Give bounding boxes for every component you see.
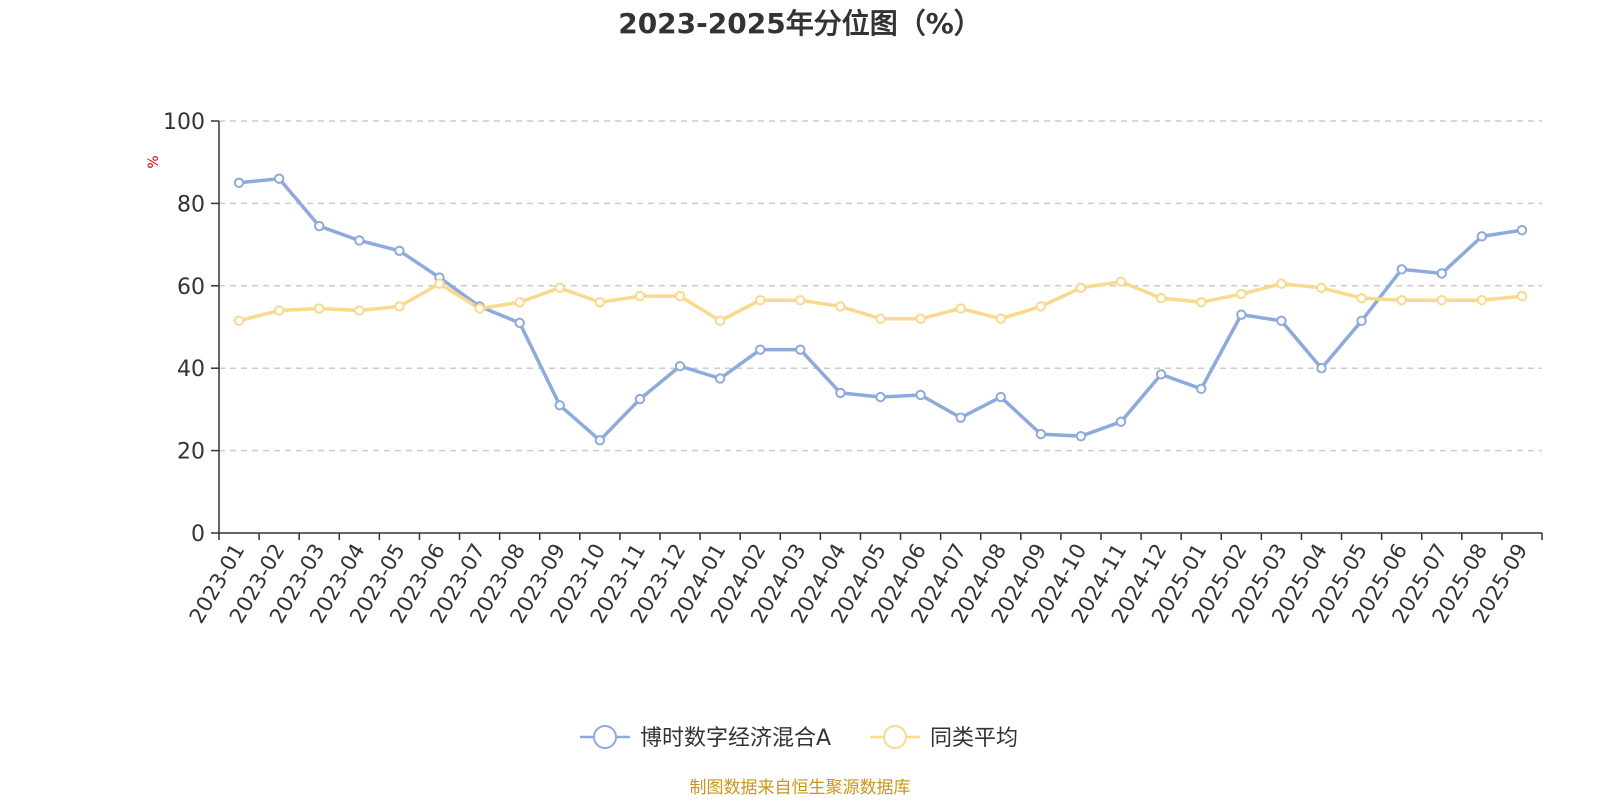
data-point <box>1075 430 1087 442</box>
data-point <box>273 173 285 184</box>
data-point <box>394 301 405 312</box>
data-point <box>1196 383 1207 394</box>
data-point <box>915 313 926 324</box>
x-axis-ticks: 2023-012023-022023-032023-042023-052023-… <box>185 533 1543 627</box>
data-point <box>1316 282 1327 294</box>
data-point <box>514 297 525 308</box>
data-point <box>554 400 565 411</box>
data-point <box>594 297 606 308</box>
data-point <box>995 391 1006 403</box>
legend-item-1[interactable]: 同类平均 <box>870 725 1018 751</box>
data-point <box>875 391 886 403</box>
data-point <box>1396 264 1407 275</box>
y-tick-label: 80 <box>177 192 205 217</box>
data-point <box>554 282 565 294</box>
data-point <box>1396 295 1407 306</box>
data-point <box>233 177 245 189</box>
series-lines <box>233 173 1528 446</box>
data-point <box>233 315 245 327</box>
data-point <box>1236 309 1247 320</box>
y-tick-label: 60 <box>177 275 205 300</box>
data-point <box>354 305 365 316</box>
data-point <box>1035 301 1047 312</box>
data-point <box>1516 224 1528 236</box>
y-tick-label: 0 <box>191 522 205 547</box>
data-point <box>1516 290 1528 302</box>
data-point <box>1436 268 1447 279</box>
data-point <box>1075 282 1087 294</box>
data-point <box>1115 416 1127 427</box>
data-point <box>1276 315 1287 327</box>
data-point <box>875 313 886 324</box>
y-axis-ticks: 0 20 40 60 80 100 <box>163 110 219 547</box>
y-tick-label: 100 <box>163 110 205 135</box>
data-point <box>1236 288 1247 300</box>
data-point <box>1155 292 1167 304</box>
legend-swatch-marker <box>593 725 617 749</box>
data-point <box>1155 369 1167 380</box>
y-tick-label: 20 <box>177 440 205 465</box>
data-point <box>674 290 686 302</box>
data-point <box>354 235 365 246</box>
data-point <box>434 278 445 289</box>
data-point <box>755 344 766 355</box>
data-point <box>1436 295 1447 306</box>
data-point <box>1276 278 1287 289</box>
data-point <box>795 344 806 355</box>
data-point <box>995 313 1006 324</box>
data-point <box>1356 292 1367 304</box>
data-point <box>1316 363 1327 374</box>
data-point <box>514 317 525 329</box>
y-axis-unit: % <box>146 155 162 168</box>
legend-swatch-marker <box>883 725 907 749</box>
data-point <box>594 435 606 446</box>
data-point <box>314 220 325 232</box>
data-point <box>1115 276 1127 287</box>
data-point <box>1035 428 1047 440</box>
data-point <box>1476 295 1488 306</box>
data-point <box>474 303 485 314</box>
data-point <box>674 360 686 372</box>
source-note: 制图数据来自恒生聚源数据库 <box>690 778 911 798</box>
data-point <box>955 303 966 314</box>
axes <box>218 121 1542 534</box>
data-point <box>755 295 766 306</box>
data-point <box>714 315 726 327</box>
data-point <box>634 290 646 302</box>
data-point <box>835 387 846 399</box>
data-point <box>1196 297 1207 308</box>
data-point <box>795 295 806 306</box>
y-tick-label: 40 <box>177 357 205 382</box>
data-point <box>955 412 966 423</box>
chart-title: 2023-2025年分位图（%） <box>618 7 982 40</box>
legend-label: 同类平均 <box>930 726 1018 751</box>
data-point <box>394 245 405 256</box>
data-point <box>1356 315 1367 327</box>
data-point <box>835 301 846 312</box>
data-point <box>314 303 325 314</box>
data-point <box>915 389 926 401</box>
data-point <box>714 373 726 384</box>
data-point <box>1476 231 1488 242</box>
legend-label: 博时数字经济混合A <box>640 726 831 751</box>
legend-item-0[interactable]: 博时数字经济混合A <box>580 725 831 751</box>
data-point <box>273 305 285 316</box>
data-point <box>634 393 646 405</box>
legend[interactable]: 博时数字经济混合A 同类平均 <box>580 725 1018 751</box>
